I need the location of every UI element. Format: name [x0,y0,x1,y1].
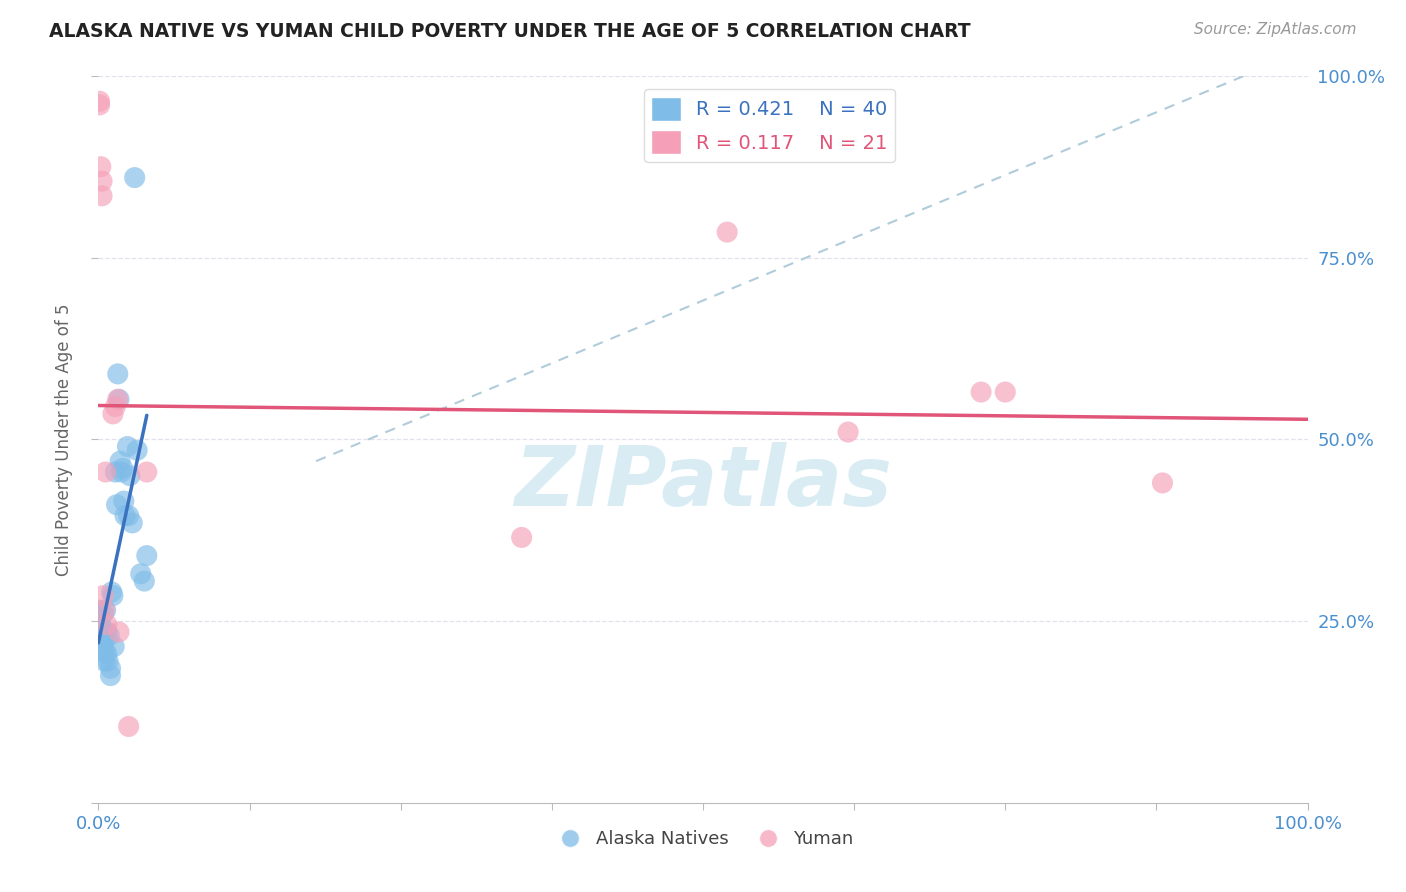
Point [91,188,114,202]
Point [94,465,117,479]
Point [98,629,121,643]
Point [89,98,111,112]
Point [91,643,114,657]
Point [134,574,156,588]
Point [96,624,118,639]
Text: ALASKA NATIVE VS YUMAN CHILD POVERTY UNDER THE AGE OF 5 CORRELATION CHART: ALASKA NATIVE VS YUMAN CHILD POVERTY UND… [49,22,970,41]
Point [135,549,157,563]
Point [104,465,127,479]
Point [127,443,149,458]
Point [91,174,114,188]
Point [135,465,157,479]
Point [1152,475,1174,490]
Point [91,607,114,621]
Point [117,440,139,454]
Point [100,585,122,599]
Point [118,508,141,523]
Point [107,367,129,381]
Point [121,516,143,530]
Point [101,589,124,603]
Point [124,170,146,185]
Point [91,589,114,603]
Point [510,531,533,545]
Point [103,640,125,654]
Point [100,661,122,675]
Point [118,719,141,733]
Point [716,225,738,239]
Point [93,654,115,668]
Text: Source: ZipAtlas.com: Source: ZipAtlas.com [1194,22,1357,37]
Point [96,617,118,632]
Point [108,392,131,407]
Point [104,400,127,414]
Point [112,494,135,508]
Point [94,624,117,639]
Point [108,454,131,468]
Point [96,647,118,661]
Point [108,624,131,639]
Point [994,385,1017,400]
Point [93,632,115,647]
Point [93,603,115,617]
Point [97,654,120,668]
Point [837,425,859,439]
Point [90,632,112,647]
Point [89,95,111,109]
Point [970,385,993,400]
Y-axis label: Child Poverty Under the Age of 5: Child Poverty Under the Age of 5 [55,303,73,575]
Point [107,392,129,407]
Point [100,668,122,682]
Point [90,160,112,174]
Point [89,610,111,624]
Point [129,566,152,581]
Legend: Alaska Natives, Yuman: Alaska Natives, Yuman [546,823,860,855]
Point [93,643,115,657]
Point [91,632,114,647]
Point [90,617,112,632]
Point [94,603,117,617]
Point [110,465,132,479]
Text: ZIPatlas: ZIPatlas [515,442,891,524]
Point [91,624,114,639]
Point [101,407,124,421]
Point [105,498,128,512]
Point [118,468,141,483]
Point [89,603,111,617]
Point [114,508,136,523]
Point [111,461,134,475]
